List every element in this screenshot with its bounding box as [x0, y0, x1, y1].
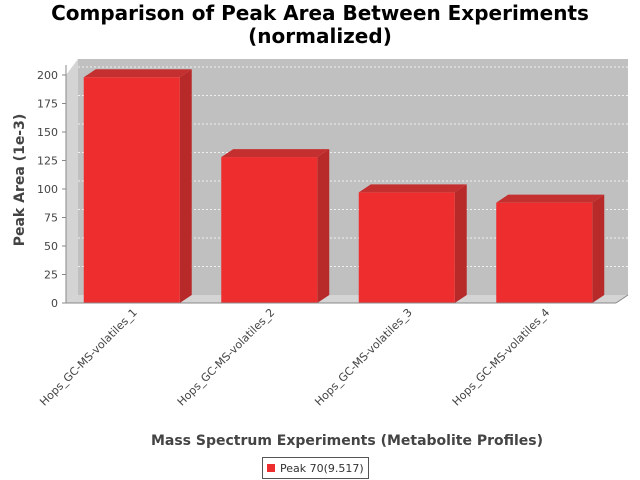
x-tick-label: Hops_GC-MS-volatiles_1 [37, 306, 140, 409]
legend-swatch [267, 464, 275, 472]
chart-title-line-1: Comparison of Peak Area Between Experime… [51, 1, 589, 25]
bar [221, 149, 330, 303]
x-tick-label: Hops_GC-MS-volatiles_2 [175, 306, 278, 409]
bar-side [454, 184, 467, 303]
y-tick-label: 50 [44, 240, 58, 253]
y-tick-label: 150 [37, 126, 58, 139]
y-tick-label: 125 [37, 155, 58, 168]
y-tick-label: 25 [44, 269, 58, 282]
x-tick-label: Hops_GC-MS-volatiles_4 [450, 306, 553, 409]
chart-title-line-2: (normalized) [248, 24, 392, 48]
bar-side [592, 194, 605, 303]
chart-title: Comparison of Peak Area Between Experime… [0, 2, 640, 48]
x-tick-labels: Hops_GC-MS-volatiles_1 Hops_GC-MS-volatil… [37, 306, 552, 409]
bar-top [358, 184, 467, 193]
bars [83, 69, 605, 303]
bar-top [221, 149, 330, 158]
legend: Peak 70(9.517) [262, 457, 369, 479]
bar-side [317, 149, 330, 303]
bar [358, 184, 467, 303]
plot-left-wall [66, 59, 78, 303]
bar-top [496, 194, 605, 203]
x-tick-label: Hops_GC-MS-volatiles_3 [312, 306, 415, 409]
plot-floor [66, 295, 628, 303]
bar [496, 194, 605, 303]
y-tick-label: 100 [37, 183, 58, 196]
axes [65, 65, 629, 304]
y-tick-label: 0 [51, 297, 58, 310]
legend-label: Peak 70(9.517) [280, 461, 364, 475]
bar-front [221, 157, 318, 303]
y-tick-labels: 0 25 50 75 100 125 150 175 200 [37, 69, 66, 310]
y-tick-label: 200 [37, 69, 58, 82]
y-tick-label: 75 [44, 212, 58, 225]
bar-front [496, 202, 593, 303]
bar-front [83, 77, 180, 303]
bar-front [358, 192, 455, 303]
x-axis-label: Mass Spectrum Experiments (Metabolite Pr… [151, 433, 543, 449]
y-tick-label: 175 [37, 98, 58, 111]
bar-side [179, 69, 192, 303]
bar [83, 69, 192, 303]
x-axis-depth [615, 294, 629, 304]
bar-top [83, 69, 192, 78]
y-axis-label: Peak Area (1e-3) [12, 114, 28, 247]
